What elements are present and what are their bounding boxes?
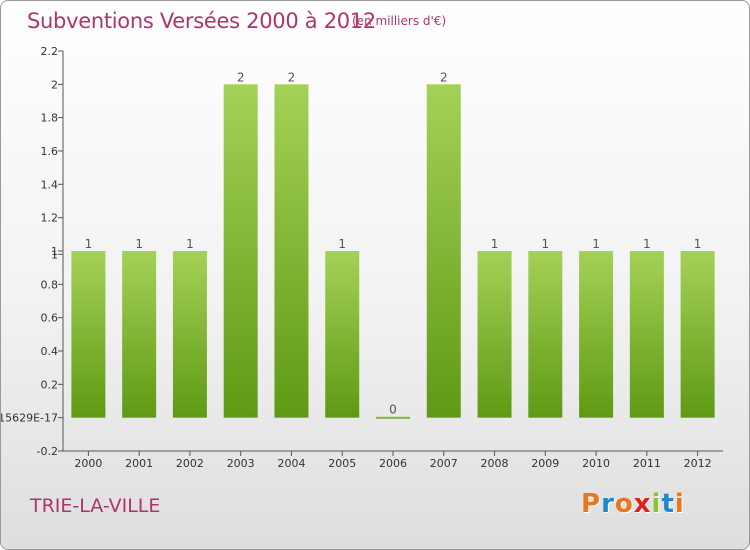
- bar-2012: [680, 251, 715, 418]
- y-tick-label: 0.6: [41, 312, 59, 325]
- y-tick-label: 1.2: [41, 212, 59, 225]
- data-label-2006: 0: [389, 403, 397, 417]
- x-tick-label-2006: 2006: [379, 457, 407, 470]
- data-label-2005: 1: [338, 237, 346, 251]
- bar-2011: [629, 251, 664, 418]
- bar-2002: [172, 251, 207, 418]
- bar-2005: [325, 251, 360, 418]
- data-label-2001: 1: [135, 237, 143, 251]
- commune-name: TRIE-LA-VILLE: [30, 495, 161, 517]
- x-tick-label-2005: 2005: [328, 457, 356, 470]
- bar-2003: [223, 84, 258, 418]
- y-tick-label: 0.2: [41, 378, 59, 391]
- data-label-2010: 1: [592, 237, 600, 251]
- data-label-2009: 1: [541, 237, 549, 251]
- data-label-2000: 1: [85, 237, 93, 251]
- x-tick-label-2011: 2011: [633, 457, 661, 470]
- x-tick-label-2012: 2012: [684, 457, 712, 470]
- y-tick-label: 1: [51, 245, 58, 258]
- y-tick-label: 2.2: [41, 45, 59, 58]
- x-tick-label-2009: 2009: [531, 457, 559, 470]
- proxiti-logo[interactable]: Proxiti: [581, 489, 685, 519]
- data-label-2011: 1: [643, 237, 651, 251]
- bar-2001: [122, 251, 157, 418]
- bar-2010: [579, 251, 614, 418]
- x-tick-label-2001: 2001: [125, 457, 153, 470]
- y-tick-label: 1.8: [41, 112, 59, 125]
- x-tick-label-2003: 2003: [227, 457, 255, 470]
- bar-2007: [426, 84, 461, 418]
- data-label-2012: 1: [694, 237, 702, 251]
- x-tick-label-2007: 2007: [430, 457, 458, 470]
- data-label-2002: 1: [186, 237, 194, 251]
- x-tick-label-2004: 2004: [277, 457, 305, 470]
- x-tick-label-2010: 2010: [582, 457, 610, 470]
- data-label-2003: 2: [237, 70, 245, 84]
- y-tick-label: 0.4: [41, 345, 59, 358]
- x-tick-label-2002: 2002: [176, 457, 204, 470]
- y-tick-label: 1.6: [41, 145, 59, 158]
- bar-2008: [477, 251, 512, 418]
- chart-title: Subventions Versées 2000 à 2012: [27, 9, 376, 33]
- bar-2009: [528, 251, 563, 418]
- data-label-2008: 1: [491, 237, 499, 251]
- data-label-2007: 2: [440, 70, 448, 84]
- x-tick-label-2000: 2000: [74, 457, 102, 470]
- y-tick-label: 0.8: [41, 278, 59, 291]
- y-tick-label: 1: [51, 248, 58, 261]
- x-tick-label-2008: 2008: [481, 457, 509, 470]
- y-tick-label: 1.4: [41, 178, 59, 191]
- bar-2006: [376, 416, 410, 419]
- bar-2004: [274, 84, 309, 418]
- y-tick-label: -1.15629E-17: [1, 412, 58, 425]
- y-tick-label: 2: [51, 78, 58, 91]
- y-tick-label: -0.2: [37, 445, 58, 458]
- chart-unit: (en milliers d'€): [352, 14, 447, 28]
- bar-2000: [71, 251, 106, 418]
- data-label-2004: 2: [288, 70, 296, 84]
